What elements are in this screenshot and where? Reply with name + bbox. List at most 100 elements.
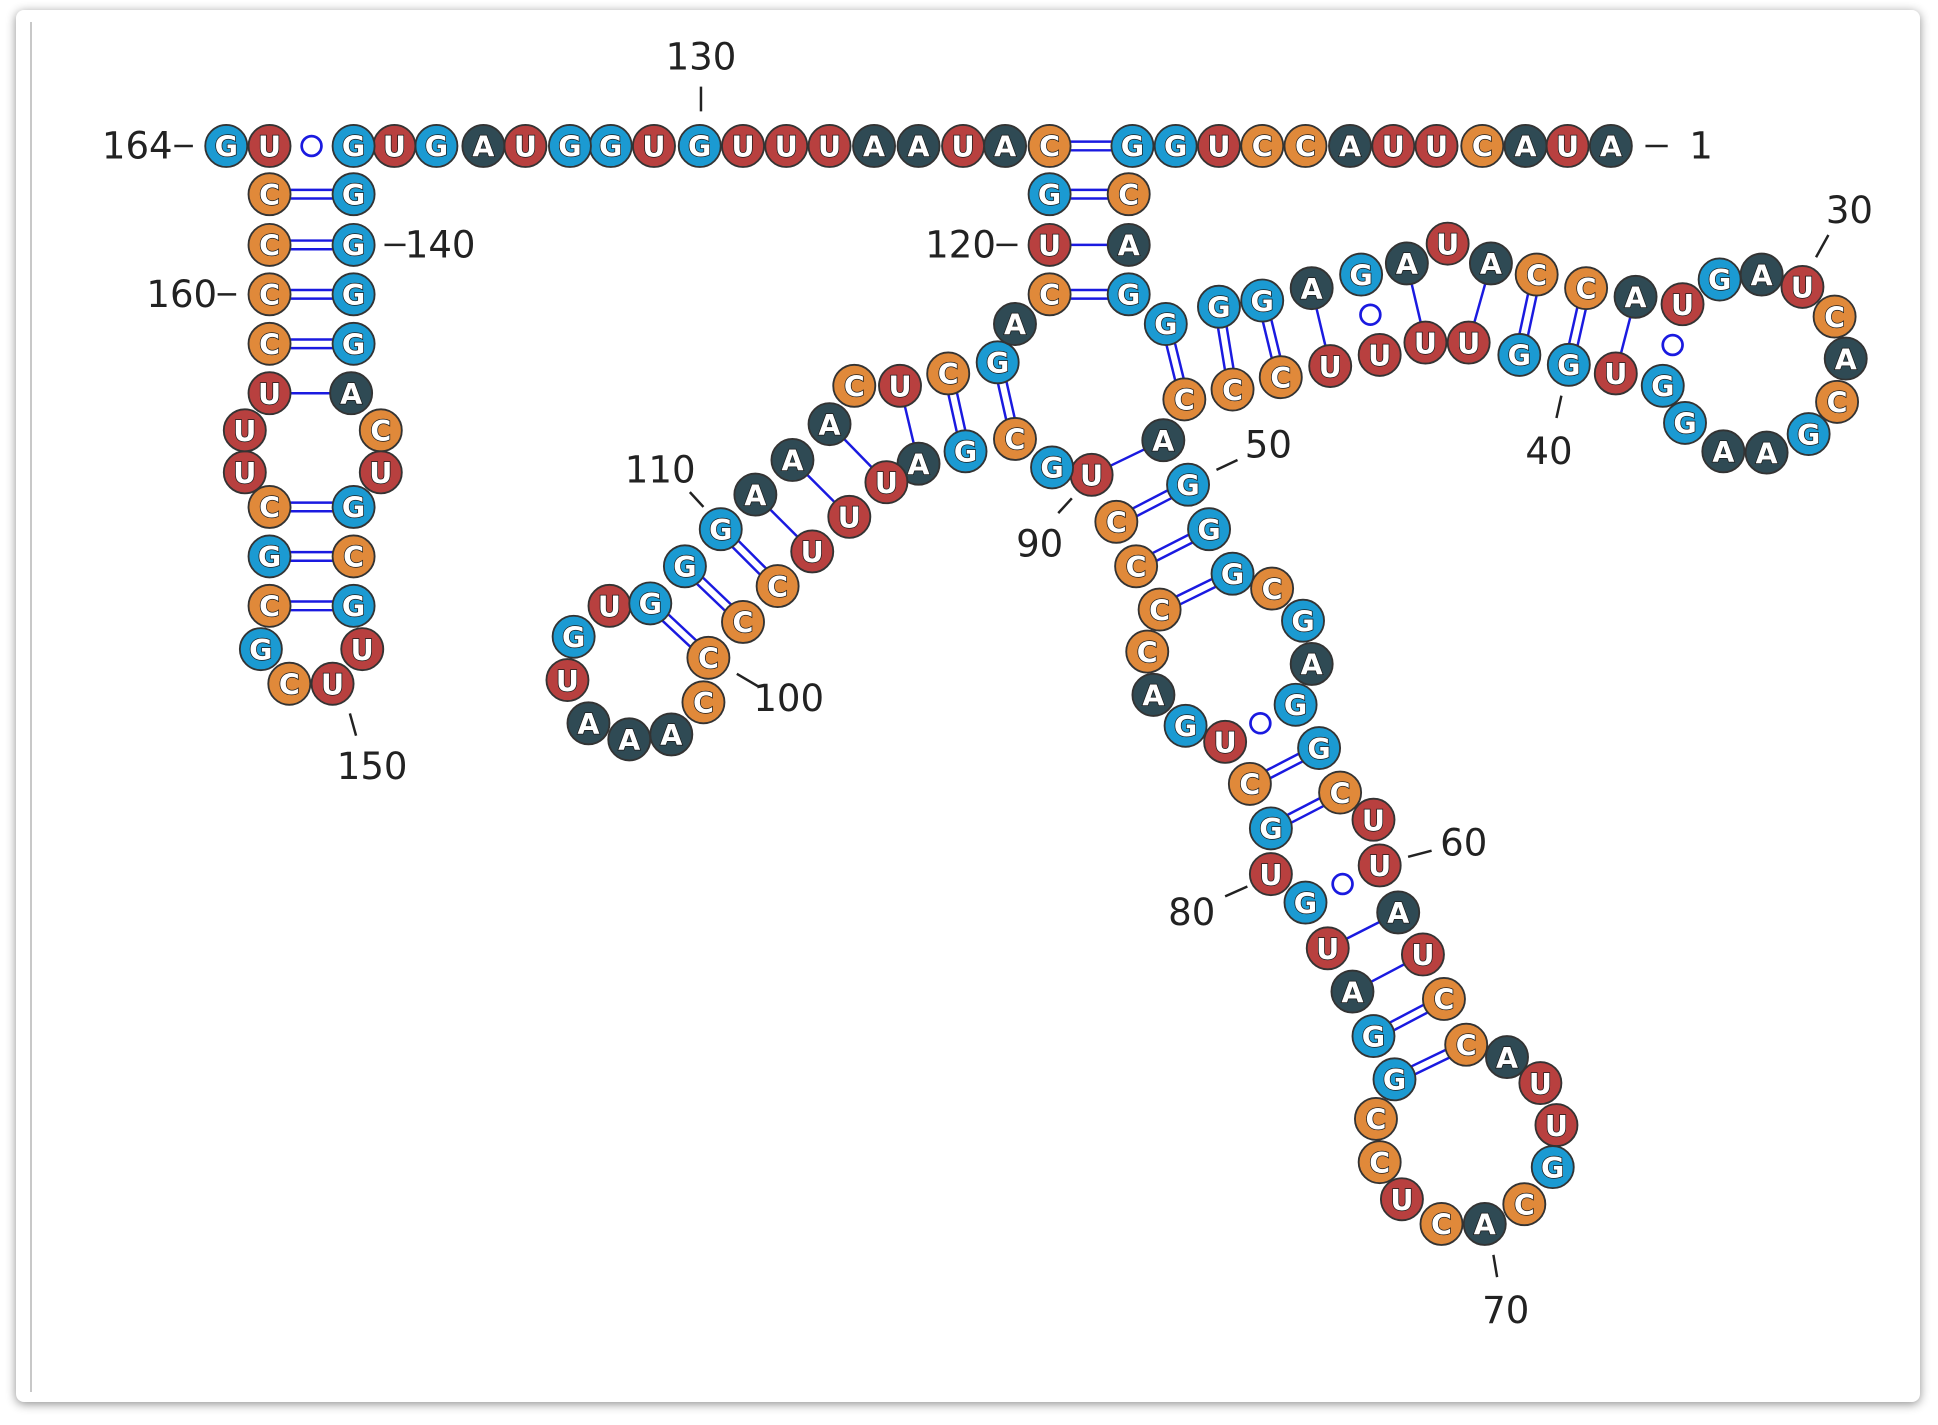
nucleotide-letter: U: [351, 634, 374, 667]
nucleotide-letter: U: [1319, 351, 1342, 384]
nucleotide-letter: C: [1149, 594, 1170, 627]
nucleotide: [1094, 499, 1139, 544]
position-number: 120: [925, 223, 996, 266]
nucleotide-letter: G: [1197, 514, 1220, 547]
nucleotide-letter: C: [698, 643, 719, 676]
nucleotide-letter: A: [1396, 248, 1418, 281]
nucleotide-letter: C: [693, 687, 714, 720]
gc-pair: [1176, 578, 1213, 598]
nucleotide: [340, 627, 385, 672]
nucleotide-letter: A: [1301, 649, 1323, 682]
nucleotide: [721, 124, 765, 168]
nucleotide-letter: A: [577, 708, 599, 741]
nucleotide: [1210, 367, 1255, 412]
nucleotide: [1197, 284, 1241, 329]
nucleotide-letter: A: [1474, 1209, 1496, 1242]
nucleotide-letter: G: [1164, 131, 1187, 164]
nucleotide: [1153, 124, 1198, 168]
nucleotide-letter: C: [1366, 1104, 1387, 1137]
nucleotide: [1248, 852, 1293, 897]
nucleotide: [1462, 1202, 1507, 1246]
nucleotide: [247, 371, 292, 416]
nucleotide: [1297, 726, 1342, 770]
nucleotide-letter: G: [342, 329, 365, 362]
nucleotide-letter: A: [472, 131, 494, 164]
nucleotide: [247, 172, 292, 217]
nucleotide-letter: G: [688, 131, 711, 164]
nucleotide: [1114, 544, 1159, 589]
nucleotide-letter: G: [1176, 469, 1199, 502]
gc-pair: [955, 392, 967, 431]
nucleotide-letter: U: [1368, 340, 1391, 373]
nucleotide-letter: C: [733, 607, 754, 640]
nucleotide-letter: U: [233, 457, 256, 490]
nucleotide: [1786, 412, 1831, 456]
nucleotide: [1197, 124, 1241, 168]
nucleotide: [545, 658, 590, 702]
nucleotide: [1485, 1035, 1529, 1080]
nucleotide-letter: A: [1387, 897, 1409, 930]
position-number: 160: [146, 273, 217, 316]
nucleotide-letter: G: [1251, 285, 1274, 318]
gc-pair: [737, 540, 767, 570]
nucleotide-letter: A: [744, 479, 766, 512]
number-tick: [688, 491, 705, 508]
nucleotide: [551, 614, 596, 659]
gc-pair: [1265, 752, 1300, 772]
number-tick: [1215, 458, 1239, 471]
nucleotide-letter: A: [1496, 1042, 1518, 1075]
nucleotide-letter: U: [1425, 131, 1448, 164]
nucleotide-letter: C: [1330, 777, 1351, 810]
gc-pair: [947, 394, 958, 433]
nucleotide: [1400, 932, 1445, 977]
nucleotide-letter: U: [1529, 1068, 1552, 1101]
nucleotide-letter: C: [259, 492, 280, 525]
nucleotide: [1141, 418, 1186, 463]
nucleotide-letter: G: [215, 131, 238, 164]
nucleotide-letter: A: [1600, 131, 1622, 164]
wobble-pair: [1661, 333, 1684, 357]
nucleotide-letter: C: [259, 279, 280, 312]
nucleotide: [1030, 445, 1075, 490]
nucleotide-letter: C: [1472, 131, 1493, 164]
gc-pair: [1165, 345, 1177, 381]
nucleotide: [807, 124, 852, 168]
nucleotide-letter: C: [343, 541, 364, 574]
nucleotide-letter: G: [1207, 291, 1230, 324]
gc-pair: [702, 576, 732, 606]
nucleotide-letter: U: [321, 668, 344, 701]
nucleotide: [686, 635, 731, 680]
nucleotide: [628, 581, 673, 626]
nucleotide-letter: G: [562, 622, 585, 655]
nucleotide: [677, 124, 722, 168]
nucleotide-letter: U: [1604, 358, 1627, 391]
nucleotide: [1613, 274, 1658, 319]
nucleotide-letter: U: [1316, 933, 1339, 966]
nucleotide: [1248, 806, 1293, 851]
nucleotide: [331, 321, 376, 366]
wobble-pair: [1359, 303, 1382, 326]
nucleotide: [222, 408, 267, 453]
number-tick: [736, 672, 759, 688]
nucleotide-letter: C: [1369, 1147, 1390, 1180]
nucleotide: [331, 534, 376, 579]
nucleotide-letter: G: [1651, 371, 1674, 404]
nucleotide: [358, 450, 403, 495]
nucleotide-letter: C: [1252, 131, 1273, 164]
nucleotide: [247, 583, 292, 628]
gc-pair: [1290, 804, 1325, 824]
gc-pair: [1389, 1003, 1424, 1024]
au-pair: [1345, 920, 1381, 940]
nucleotide: [247, 485, 292, 529]
nucleotide: [331, 172, 376, 217]
nucleotide-letter: G: [639, 588, 662, 621]
nucleotide-letter: G: [1117, 279, 1140, 312]
nucleotide: [1502, 1182, 1547, 1227]
nucleotide-letter: U: [1362, 804, 1385, 837]
gc-pair: [1411, 1048, 1446, 1068]
nucleotide: [1379, 1177, 1424, 1222]
nucleotide: [331, 583, 376, 628]
nucleotide-letter: U: [556, 665, 579, 698]
nucleotide: [827, 494, 872, 539]
